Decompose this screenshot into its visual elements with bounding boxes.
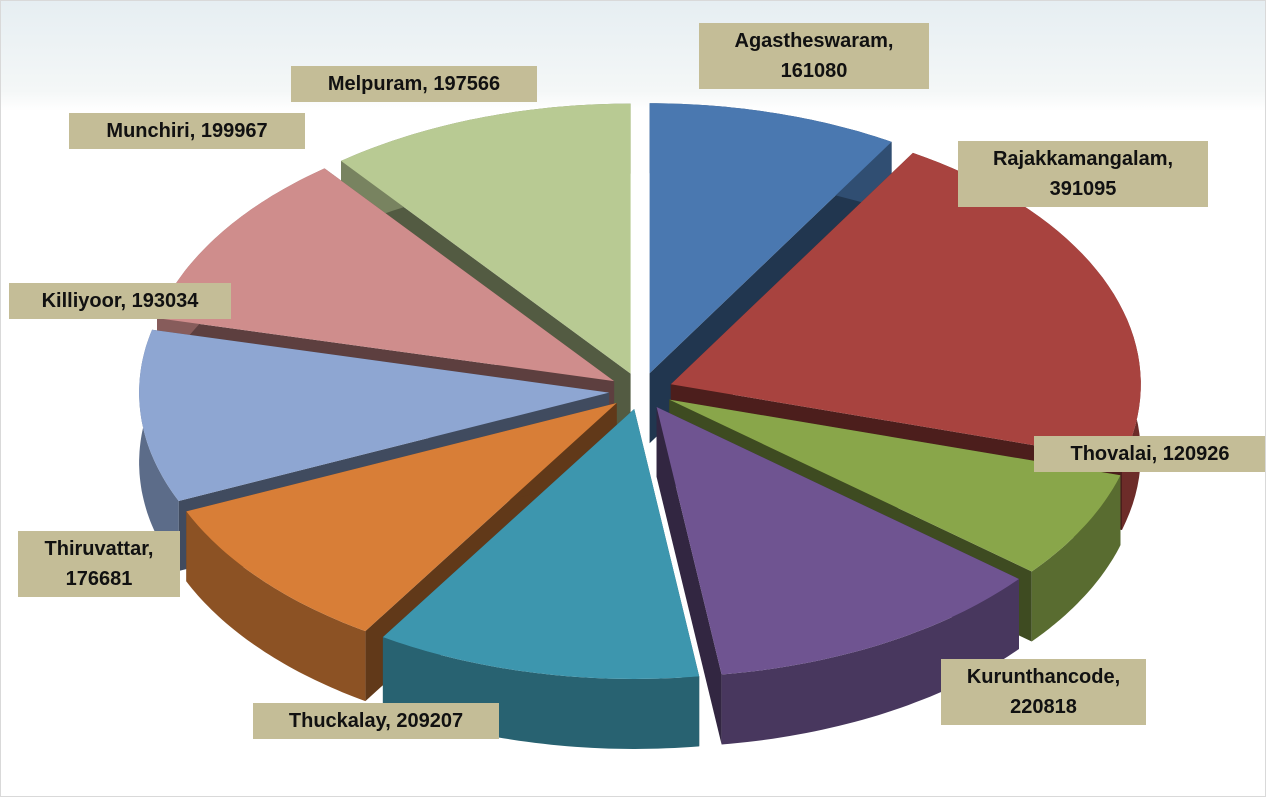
data-label: Melpuram, 197566 [291, 66, 537, 102]
slice [669, 399, 1121, 572]
slice-wall [721, 579, 1019, 745]
slice [382, 409, 700, 679]
data-label: Thiruvattar, 176681 [18, 531, 180, 597]
data-label: Thuckalay, 209207 [253, 703, 499, 739]
data-label: Agastheswaram, 161080 [699, 23, 929, 89]
slice-wall [1031, 475, 1121, 642]
slice [656, 407, 1019, 675]
slice-wall [186, 511, 366, 702]
slice [157, 168, 615, 382]
data-label: Kurunthancode, 220818 [941, 659, 1146, 725]
data-label: Thovalai, 120926 [1034, 436, 1265, 472]
slice [139, 329, 610, 501]
slice [649, 103, 892, 374]
data-label: Rajakkamangalam, 391095 [958, 141, 1208, 207]
data-label: Killiyoor, 193034 [9, 283, 231, 319]
slice [341, 103, 631, 374]
data-label: Munchiri, 199967 [69, 113, 305, 149]
slice [670, 152, 1141, 460]
slice [186, 403, 617, 632]
slice-side [656, 407, 722, 745]
